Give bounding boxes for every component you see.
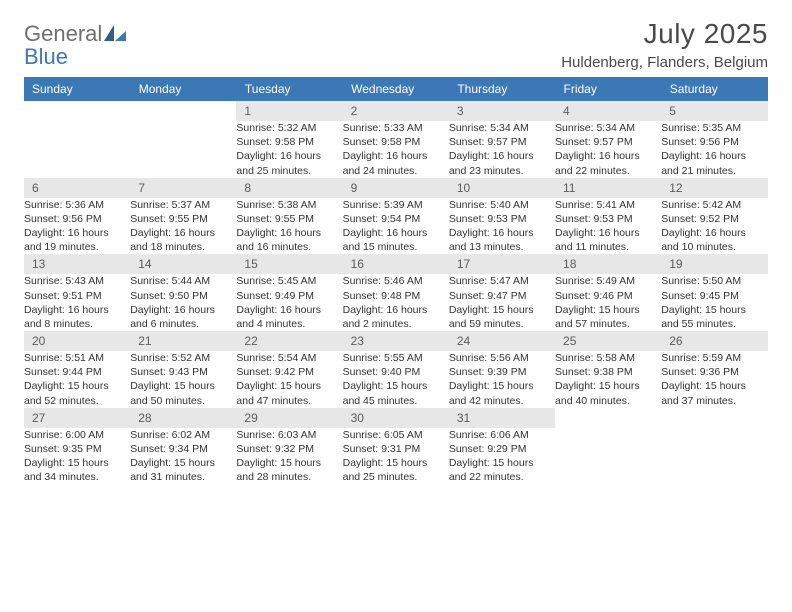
day-cell-body: Sunrise: 5:36 AMSunset: 9:56 PMDaylight:… bbox=[24, 198, 130, 255]
day-cell-body: Sunrise: 5:45 AMSunset: 9:49 PMDaylight:… bbox=[236, 274, 342, 331]
logo-line1: General bbox=[24, 21, 102, 46]
day-cell-number: 2 bbox=[343, 101, 449, 121]
day-cell-number: 10 bbox=[449, 178, 555, 198]
weekday-header: Monday bbox=[130, 77, 236, 101]
day-cell-body bbox=[661, 428, 767, 485]
day-cell-body: Sunrise: 5:47 AMSunset: 9:47 PMDaylight:… bbox=[449, 274, 555, 331]
day-cell-number: 17 bbox=[449, 254, 555, 274]
day-cell-body: Sunrise: 5:58 AMSunset: 9:38 PMDaylight:… bbox=[555, 351, 661, 408]
day-body-row: Sunrise: 5:43 AMSunset: 9:51 PMDaylight:… bbox=[24, 274, 768, 331]
day-cell-body: Sunrise: 5:46 AMSunset: 9:48 PMDaylight:… bbox=[343, 274, 449, 331]
day-cell-body: Sunrise: 5:50 AMSunset: 9:45 PMDaylight:… bbox=[661, 274, 767, 331]
calendar-table: SundayMondayTuesdayWednesdayThursdayFrid… bbox=[24, 77, 768, 484]
day-cell-number: 26 bbox=[661, 331, 767, 351]
day-cell-body: Sunrise: 5:41 AMSunset: 9:53 PMDaylight:… bbox=[555, 198, 661, 255]
daynum-row: 2728293031 bbox=[24, 408, 768, 428]
day-cell-body bbox=[555, 428, 661, 485]
day-cell-body: Sunrise: 5:34 AMSunset: 9:57 PMDaylight:… bbox=[555, 121, 661, 178]
day-body-row: Sunrise: 6:00 AMSunset: 9:35 PMDaylight:… bbox=[24, 428, 768, 485]
day-cell-number: 27 bbox=[24, 408, 130, 428]
day-cell-body: Sunrise: 5:59 AMSunset: 9:36 PMDaylight:… bbox=[661, 351, 767, 408]
daynum-row: 13141516171819 bbox=[24, 254, 768, 274]
weekday-header: Friday bbox=[555, 77, 661, 101]
day-cell-body: Sunrise: 5:52 AMSunset: 9:43 PMDaylight:… bbox=[130, 351, 236, 408]
weekday-header-row: SundayMondayTuesdayWednesdayThursdayFrid… bbox=[24, 77, 768, 101]
day-cell-body: Sunrise: 5:32 AMSunset: 9:58 PMDaylight:… bbox=[236, 121, 342, 178]
day-cell-body: Sunrise: 5:34 AMSunset: 9:57 PMDaylight:… bbox=[449, 121, 555, 178]
day-cell-body: Sunrise: 5:49 AMSunset: 9:46 PMDaylight:… bbox=[555, 274, 661, 331]
day-cell-number: 18 bbox=[555, 254, 661, 274]
day-cell-number: 22 bbox=[236, 331, 342, 351]
day-cell-number bbox=[24, 101, 130, 121]
day-cell-body: Sunrise: 5:38 AMSunset: 9:55 PMDaylight:… bbox=[236, 198, 342, 255]
day-cell-number: 14 bbox=[130, 254, 236, 274]
day-cell-body: Sunrise: 5:33 AMSunset: 9:58 PMDaylight:… bbox=[343, 121, 449, 178]
day-cell-number: 23 bbox=[343, 331, 449, 351]
daynum-row: 20212223242526 bbox=[24, 331, 768, 351]
weekday-header: Saturday bbox=[661, 77, 767, 101]
day-cell-number: 30 bbox=[343, 408, 449, 428]
day-cell-number: 31 bbox=[449, 408, 555, 428]
day-cell-number: 19 bbox=[661, 254, 767, 274]
day-cell-body: Sunrise: 6:03 AMSunset: 9:32 PMDaylight:… bbox=[236, 428, 342, 485]
daynum-row: 12345 bbox=[24, 101, 768, 121]
day-cell-number: 4 bbox=[555, 101, 661, 121]
day-cell-number: 5 bbox=[661, 101, 767, 121]
day-cell-number: 24 bbox=[449, 331, 555, 351]
day-body-row: Sunrise: 5:36 AMSunset: 9:56 PMDaylight:… bbox=[24, 198, 768, 255]
day-cell-number: 12 bbox=[661, 178, 767, 198]
weekday-header: Wednesday bbox=[343, 77, 449, 101]
day-cell-body bbox=[130, 121, 236, 178]
day-cell-number: 28 bbox=[130, 408, 236, 428]
day-cell-number bbox=[130, 101, 236, 121]
location: Huldenberg, Flanders, Belgium bbox=[561, 54, 768, 71]
day-cell-body: Sunrise: 5:44 AMSunset: 9:50 PMDaylight:… bbox=[130, 274, 236, 331]
day-cell-number: 7 bbox=[130, 178, 236, 198]
daynum-row: 6789101112 bbox=[24, 178, 768, 198]
day-cell-body bbox=[24, 121, 130, 178]
day-cell-body: Sunrise: 6:06 AMSunset: 9:29 PMDaylight:… bbox=[449, 428, 555, 485]
day-cell-body: Sunrise: 5:54 AMSunset: 9:42 PMDaylight:… bbox=[236, 351, 342, 408]
day-cell-number: 15 bbox=[236, 254, 342, 274]
day-cell-body: Sunrise: 5:43 AMSunset: 9:51 PMDaylight:… bbox=[24, 274, 130, 331]
day-body-row: Sunrise: 5:51 AMSunset: 9:44 PMDaylight:… bbox=[24, 351, 768, 408]
day-cell-number: 11 bbox=[555, 178, 661, 198]
weekday-header: Tuesday bbox=[236, 77, 342, 101]
day-cell-number: 20 bbox=[24, 331, 130, 351]
day-cell-body: Sunrise: 5:39 AMSunset: 9:54 PMDaylight:… bbox=[343, 198, 449, 255]
day-cell-body: Sunrise: 5:56 AMSunset: 9:39 PMDaylight:… bbox=[449, 351, 555, 408]
day-cell-number: 8 bbox=[236, 178, 342, 198]
day-cell-number bbox=[555, 408, 661, 428]
day-cell-number: 6 bbox=[24, 178, 130, 198]
calendar-body: 12345 Sunrise: 5:32 AMSunset: 9:58 PMDay… bbox=[24, 101, 768, 484]
day-body-row: Sunrise: 5:32 AMSunset: 9:58 PMDaylight:… bbox=[24, 121, 768, 178]
logo-sail-icon bbox=[104, 22, 126, 45]
month-title: July 2025 bbox=[561, 18, 768, 50]
day-cell-body: Sunrise: 6:05 AMSunset: 9:31 PMDaylight:… bbox=[343, 428, 449, 485]
day-cell-number bbox=[661, 408, 767, 428]
weekday-header: Sunday bbox=[24, 77, 130, 101]
title-block: July 2025 Huldenberg, Flanders, Belgium bbox=[561, 18, 768, 71]
day-cell-body: Sunrise: 5:51 AMSunset: 9:44 PMDaylight:… bbox=[24, 351, 130, 408]
day-cell-body: Sunrise: 5:40 AMSunset: 9:53 PMDaylight:… bbox=[449, 198, 555, 255]
day-cell-number: 16 bbox=[343, 254, 449, 274]
day-cell-number: 1 bbox=[236, 101, 342, 121]
day-cell-body: Sunrise: 6:02 AMSunset: 9:34 PMDaylight:… bbox=[130, 428, 236, 485]
day-cell-number: 9 bbox=[343, 178, 449, 198]
day-cell-number: 29 bbox=[236, 408, 342, 428]
logo: General Blue bbox=[24, 22, 126, 68]
weekday-header: Thursday bbox=[449, 77, 555, 101]
day-cell-body: Sunrise: 5:55 AMSunset: 9:40 PMDaylight:… bbox=[343, 351, 449, 408]
day-cell-number: 13 bbox=[24, 254, 130, 274]
day-cell-number: 3 bbox=[449, 101, 555, 121]
day-cell-body: Sunrise: 5:37 AMSunset: 9:55 PMDaylight:… bbox=[130, 198, 236, 255]
day-cell-number: 21 bbox=[130, 331, 236, 351]
logo-line2: Blue bbox=[24, 44, 68, 69]
day-cell-number: 25 bbox=[555, 331, 661, 351]
day-cell-body: Sunrise: 5:35 AMSunset: 9:56 PMDaylight:… bbox=[661, 121, 767, 178]
day-cell-body: Sunrise: 5:42 AMSunset: 9:52 PMDaylight:… bbox=[661, 198, 767, 255]
logo-text: General Blue bbox=[24, 22, 126, 68]
header: General Blue July 2025 Huldenberg, Fland… bbox=[24, 18, 768, 71]
day-cell-body: Sunrise: 6:00 AMSunset: 9:35 PMDaylight:… bbox=[24, 428, 130, 485]
